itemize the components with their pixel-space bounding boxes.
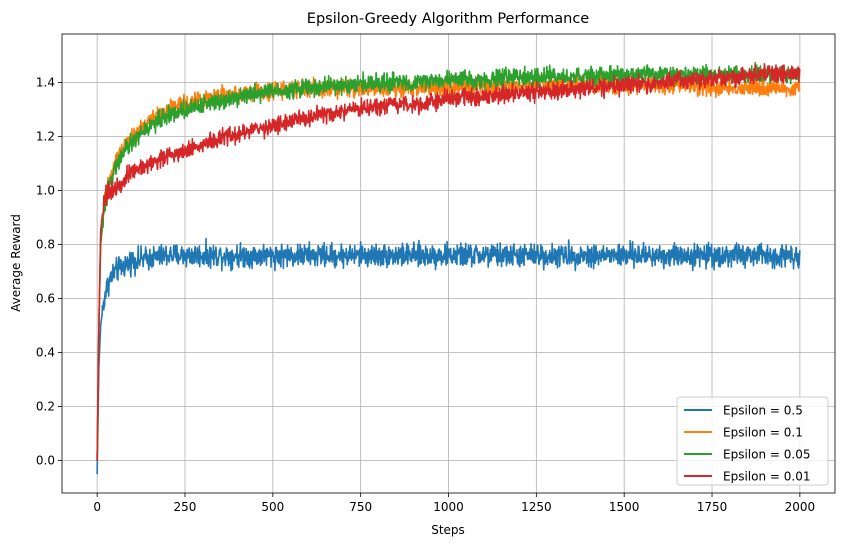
x-tick-label: 1750 — [697, 500, 728, 514]
legend-box — [676, 396, 829, 486]
x-tick-label: 500 — [261, 500, 284, 514]
legend-label-eps-01: Epsilon = 0.1 — [723, 426, 803, 440]
legend: Epsilon = 0.5 Epsilon = 0.1 Epsilon = 0.… — [676, 396, 829, 486]
y-tick-label: 1.2 — [36, 130, 55, 144]
legend-label-eps-05: Epsilon = 0.5 — [723, 404, 803, 418]
x-tick-label: 1000 — [433, 500, 464, 514]
x-axis-label: Steps — [431, 523, 465, 537]
x-tick-label: 1500 — [609, 500, 640, 514]
series-eps-05-line — [96, 237, 801, 475]
y-tick-label: 0.6 — [36, 292, 55, 306]
series-eps-005-line — [96, 61, 801, 461]
x-tick-label: 250 — [174, 500, 197, 514]
x-tick-label: 1250 — [521, 500, 552, 514]
y-tick-label: 0.0 — [36, 454, 55, 468]
legend-label-eps-001: Epsilon = 0.01 — [723, 470, 810, 484]
y-tick-label: 0.4 — [36, 346, 55, 360]
series-lines — [96, 61, 801, 475]
x-tick-label: 2000 — [785, 500, 816, 514]
y-tick-label: 0.8 — [36, 238, 55, 252]
chart-title: Epsilon-Greedy Algorithm Performance — [307, 11, 590, 27]
y-axis-ticks: 0.0 0.2 0.4 0.6 0.8 1.0 1.2 1.4 — [36, 76, 62, 468]
y-tick-label: 1.0 — [36, 184, 55, 198]
y-tick-label: 0.2 — [36, 400, 55, 414]
y-tick-label: 1.4 — [36, 76, 55, 90]
series-eps-001-line — [96, 63, 801, 461]
x-tick-label: 750 — [349, 500, 372, 514]
x-tick-label: 0 — [93, 500, 101, 514]
x-axis-ticks: 0 250 500 750 1000 1250 1500 1750 2000 — [93, 493, 815, 514]
legend-label-eps-005: Epsilon = 0.05 — [723, 448, 810, 462]
y-axis-label: Average Reward — [9, 214, 23, 312]
